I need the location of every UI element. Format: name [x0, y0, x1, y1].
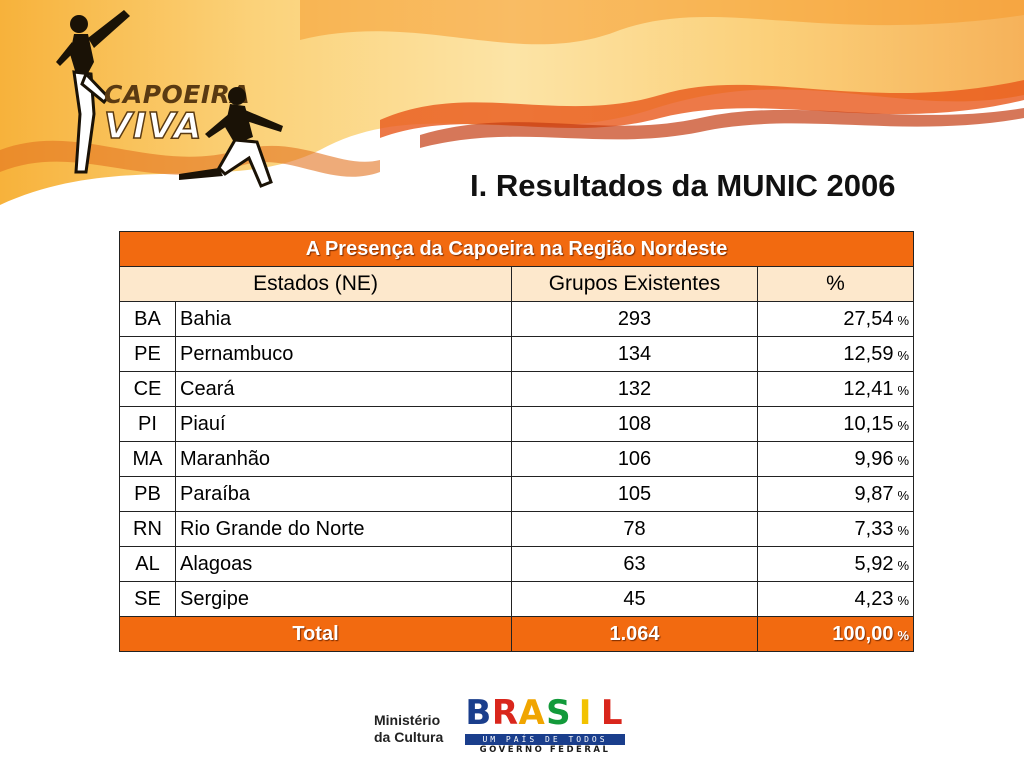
brasil-letter: S	[546, 693, 571, 733]
brasil-letter: R	[491, 693, 519, 733]
groups-count: 134	[511, 336, 758, 372]
groups-count: 105	[511, 476, 758, 512]
table-caption-row: A Presença da Capoeira na Região Nordest…	[118, 231, 915, 267]
capoeirista-kick-figure	[56, 10, 130, 174]
groups-count: 108	[511, 406, 758, 442]
capoeira-northeast-table: A Presença da Capoeira na Região Nordest…	[118, 231, 915, 652]
state-name: Paraíba	[175, 476, 512, 512]
brasil-letter: B	[465, 693, 492, 733]
table-row: PB Paraíba 105 9,87%	[119, 476, 915, 512]
percent-sign: %	[897, 592, 910, 608]
ministry-line-1: Ministério	[374, 712, 441, 728]
percent-cell: 12,41%	[756, 371, 915, 407]
brasil-tagline: UM PAÍS DE TODOS	[465, 734, 625, 745]
percent-cell: 10,15%	[756, 406, 915, 442]
state-code: PB	[119, 476, 176, 512]
state-code: MA	[119, 441, 176, 477]
state-name: Sergipe	[175, 581, 512, 617]
state-name: Bahia	[175, 301, 512, 337]
total-percent-cell: 100,00%	[756, 616, 915, 652]
table-row: PI Piauí 108 10,15%	[119, 406, 915, 442]
percent-value: 27,54	[843, 307, 894, 330]
percent-cell: 9,87%	[756, 476, 915, 512]
percent-value: 12,59	[843, 342, 894, 365]
state-code: AL	[119, 546, 176, 582]
table-row: MA Maranhão 106 9,96%	[119, 441, 915, 477]
percent-sign: %	[897, 487, 910, 503]
percent-sign: %	[897, 522, 910, 538]
percent-value: 12,41	[843, 377, 894, 400]
percent-value: 9,87	[854, 482, 894, 505]
total-percent-value: 100,00	[832, 622, 894, 645]
percent-sign: %	[897, 417, 910, 433]
state-code: PE	[119, 336, 176, 372]
percent-sign: %	[897, 452, 910, 468]
table-header-row: Estados (NE) Grupos Existentes %	[119, 266, 915, 302]
ministry-line-2: da Cultura	[374, 729, 444, 745]
state-name: Piauí	[175, 406, 512, 442]
state-name: Rio Grande do Norte	[175, 511, 512, 547]
table-row: PE Pernambuco 134 12,59%	[119, 336, 915, 372]
brasil-letter: I	[578, 693, 592, 733]
percent-sign: %	[897, 557, 910, 573]
brasil-letter: L	[600, 693, 623, 733]
groups-count: 78	[511, 511, 758, 547]
total-groups: 1.064	[511, 616, 758, 652]
state-code: RN	[119, 511, 176, 547]
table-row: SE Sergipe 45 4,23%	[119, 581, 915, 617]
groups-count: 132	[511, 371, 758, 407]
percent-cell: 12,59%	[756, 336, 915, 372]
header-banner: CAPOEIRA VIVA	[0, 0, 1024, 215]
capoeira-viva-logo: CAPOEIRA VIVA	[103, 80, 251, 147]
state-name: Pernambuco	[175, 336, 512, 372]
percent-cell: 9,96%	[756, 441, 915, 477]
table-row: CE Ceará 132 12,41%	[119, 371, 915, 407]
governo-federal-text: GOVERNO FEDERAL	[479, 745, 611, 755]
percent-cell: 4,23%	[756, 581, 915, 617]
percent-sign: %	[897, 312, 910, 328]
ministerio-cultura-logo: Ministério da Cultura	[374, 712, 443, 746]
header-states: Estados (NE)	[119, 266, 512, 302]
state-code: CE	[119, 371, 176, 407]
groups-count: 293	[511, 301, 758, 337]
total-row: Total 1.064 100,00%	[119, 616, 915, 652]
logo-line-viva: VIVA	[103, 106, 203, 147]
table-row: BA Bahia 293 27,54%	[119, 301, 915, 337]
percent-cell: 5,92%	[756, 546, 915, 582]
percent-sign: %	[897, 382, 910, 398]
groups-count: 63	[511, 546, 758, 582]
percent-value: 5,92	[854, 552, 894, 575]
table-row: AL Alagoas 63 5,92%	[119, 546, 915, 582]
state-name: Alagoas	[175, 546, 512, 582]
header-groups: Grupos Existentes	[511, 266, 758, 302]
state-code: SE	[119, 581, 176, 617]
logo-line-capoeira: CAPOEIRA	[104, 80, 251, 109]
page-title: I. Resultados da MUNIC 2006	[470, 168, 896, 203]
percent-value: 4,23	[854, 587, 894, 610]
table-row: RN Rio Grande do Norte 78 7,33%	[119, 511, 915, 547]
total-label: Total	[119, 616, 512, 652]
capoeirista-crouch-figure	[179, 87, 283, 188]
percent-cell: 27,54%	[756, 301, 915, 337]
header-percent: %	[756, 266, 915, 302]
state-name: Maranhão	[175, 441, 512, 477]
percent-sign: %	[897, 627, 910, 643]
percent-value: 10,15	[843, 412, 894, 435]
percent-cell: 7,33%	[756, 511, 915, 547]
percent-value: 7,33	[854, 517, 894, 540]
groups-count: 45	[511, 581, 758, 617]
state-name: Ceará	[175, 371, 512, 407]
state-code: PI	[119, 406, 176, 442]
state-code: BA	[119, 301, 176, 337]
percent-sign: %	[897, 347, 910, 363]
table-caption: A Presença da Capoeira na Região Nordest…	[118, 231, 915, 267]
groups-count: 106	[511, 441, 758, 477]
percent-value: 9,96	[854, 447, 894, 470]
brasil-letter: A	[518, 693, 545, 733]
